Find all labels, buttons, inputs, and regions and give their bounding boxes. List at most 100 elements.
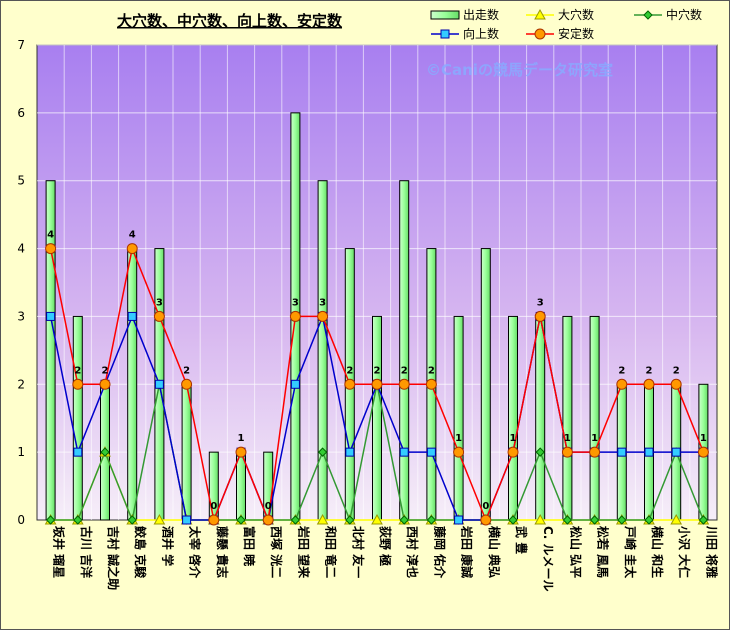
series-2-point-11[interactable] <box>317 447 328 457</box>
series-2-point-23[interactable] <box>644 515 654 525</box>
series-2-point-25[interactable] <box>698 515 709 525</box>
x-tick-label-7: 藤懸 貴志 <box>215 525 230 578</box>
y-tick-label: 5 <box>17 174 25 188</box>
series-3-point-12[interactable] <box>345 447 355 457</box>
series-4-point-15[interactable] <box>425 378 437 390</box>
series-4-point-6[interactable] <box>181 378 193 390</box>
bar-21[interactable] <box>589 315 600 521</box>
series-4-point-18[interactable] <box>507 446 519 458</box>
bar-17[interactable] <box>480 248 491 521</box>
series-2-point-21[interactable] <box>589 515 600 525</box>
series-4-point-14[interactable] <box>398 378 410 390</box>
legend-marker-4[interactable] <box>440 29 450 39</box>
series-2-point-3[interactable] <box>100 447 110 457</box>
series-4-point-21[interactable] <box>589 446 601 458</box>
series-4-point-4[interactable] <box>126 243 138 255</box>
legend-marker-2[interactable] <box>534 8 546 20</box>
x-tick-label-25: 川田 将雅 <box>704 525 719 578</box>
data-label-24: 2 <box>673 365 680 376</box>
series-4-point-7[interactable] <box>208 514 220 526</box>
series-4-point-16[interactable] <box>453 446 465 458</box>
series-4-point-13[interactable] <box>371 378 383 390</box>
y-tick-label: 3 <box>17 309 25 323</box>
series-3-point-22[interactable] <box>617 447 627 457</box>
data-label-6: 2 <box>183 365 190 376</box>
series-1-point-11[interactable] <box>316 513 329 525</box>
series-2-point-8[interactable] <box>236 515 246 525</box>
series-4-point-22[interactable] <box>616 378 628 390</box>
bar-2[interactable] <box>72 315 83 521</box>
series-1-point-19[interactable] <box>534 513 547 525</box>
data-label-15: 2 <box>428 365 435 376</box>
series-4-point-11[interactable] <box>317 310 329 322</box>
data-label-19: 3 <box>537 297 544 308</box>
series-3-point-4[interactable] <box>127 311 137 321</box>
legend-swatch-1 <box>430 10 460 20</box>
series-2-point-4[interactable] <box>127 515 137 525</box>
x-tick-label-11: 和田 竜二 <box>324 525 339 578</box>
series-4-point-1[interactable] <box>45 243 57 255</box>
series-3-point-14[interactable] <box>399 447 409 457</box>
series-4-point-9[interactable] <box>262 514 274 526</box>
series-4-point-24[interactable] <box>670 378 682 390</box>
legend-marker-5[interactable] <box>534 28 546 40</box>
bar-19[interactable] <box>535 315 546 521</box>
series-2-point-19[interactable] <box>535 447 545 457</box>
legend-marker-3[interactable] <box>643 10 653 20</box>
series-2-point-18[interactable] <box>508 515 518 525</box>
series-4-point-20[interactable] <box>561 446 573 458</box>
bar-16[interactable] <box>453 315 464 521</box>
series-4-point-17[interactable] <box>480 514 492 526</box>
series-4-point-3[interactable] <box>99 378 111 390</box>
series-4-point-25[interactable] <box>697 446 709 458</box>
bar-6[interactable] <box>181 383 192 521</box>
series-2-point-2[interactable] <box>73 515 83 525</box>
bar-4[interactable] <box>127 248 138 521</box>
series-4-point-2[interactable] <box>72 378 84 390</box>
x-tick-label-14: 西村 淳也 <box>405 526 420 578</box>
data-label-3: 2 <box>102 365 109 376</box>
series-2-point-20[interactable] <box>562 515 573 525</box>
series-1-point-24[interactable] <box>670 513 683 525</box>
series-3-point-2[interactable] <box>73 447 83 457</box>
data-label-20: 1 <box>564 433 571 444</box>
series-2-point-10[interactable] <box>290 515 301 525</box>
x-tick-label-21: 松若 風馬 <box>596 526 611 578</box>
series-2-point-22[interactable] <box>617 515 627 525</box>
series-4-point-23[interactable] <box>643 378 655 390</box>
series-1-point-5[interactable] <box>153 513 166 525</box>
series-1-point-13[interactable] <box>371 513 383 525</box>
data-label-4: 4 <box>129 230 136 241</box>
series-2-point-1[interactable] <box>45 515 56 525</box>
bar-11[interactable] <box>317 180 328 521</box>
series-2-point-12[interactable] <box>345 515 355 525</box>
series-2-point-15[interactable] <box>426 515 437 525</box>
data-label-8: 1 <box>238 433 245 444</box>
data-label-10: 3 <box>292 297 299 308</box>
series-4-point-12[interactable] <box>344 378 356 390</box>
bar-18[interactable] <box>508 315 518 521</box>
data-label-25: 1 <box>700 433 707 444</box>
bar-20[interactable] <box>562 315 573 521</box>
series-2-point-14[interactable] <box>399 515 409 525</box>
series-4-point-8[interactable] <box>235 446 247 458</box>
series-3-point-5[interactable] <box>154 379 164 389</box>
bar-14[interactable] <box>399 180 410 521</box>
series-3-point-15[interactable] <box>426 447 436 457</box>
series-4-point-5[interactable] <box>153 310 165 322</box>
series-3-point-6[interactable] <box>182 515 192 525</box>
series-3-point-1[interactable] <box>46 311 56 321</box>
bar-8[interactable] <box>236 451 246 521</box>
bar-13[interactable] <box>372 315 382 521</box>
data-label-11: 3 <box>319 297 326 308</box>
data-label-2: 2 <box>74 365 81 376</box>
series-3-point-10[interactable] <box>290 379 300 389</box>
series-3-point-24[interactable] <box>671 447 681 457</box>
series-4-point-19[interactable] <box>534 310 546 322</box>
series-3-point-23[interactable] <box>644 447 654 457</box>
series-4-point-10[interactable] <box>289 310 301 322</box>
x-tick-label-18: 武 豊 <box>514 526 529 554</box>
series-3-point-16[interactable] <box>454 515 464 525</box>
data-label-18: 1 <box>510 433 517 444</box>
